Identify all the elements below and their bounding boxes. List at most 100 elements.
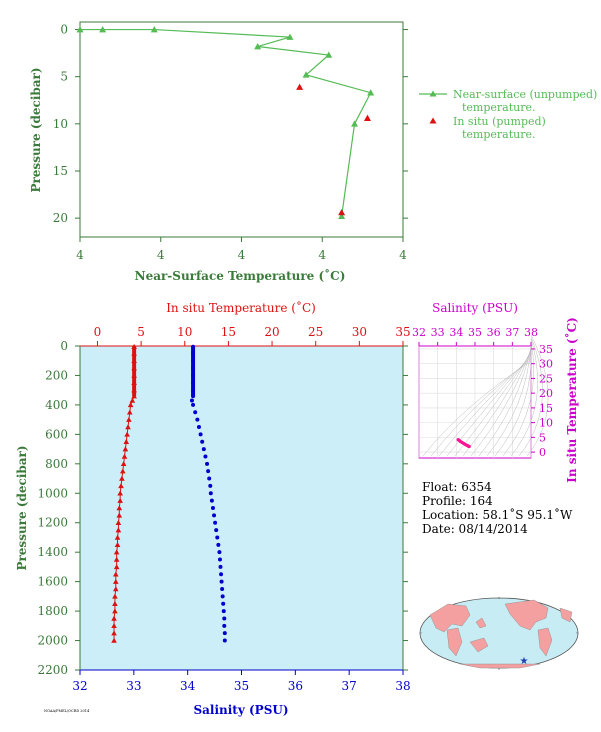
in-situ-temperature-profile-point bbox=[115, 527, 122, 533]
near-surface-chart: 0 5 10 15 20 4 4 4 4 4 Near-Surface Temperature … bbox=[29, 21, 597, 283]
salinity-profile-point bbox=[196, 425, 201, 429]
map-land bbox=[429, 599, 573, 669]
ts-x-tick-label: 38 bbox=[524, 326, 538, 339]
near-surface-x-axis-label: Near-Surface Temperature (˚C) bbox=[135, 268, 346, 283]
salinity-profile-point bbox=[216, 542, 221, 547]
in-situ-temperature-point bbox=[338, 208, 346, 216]
salinity-profile-point bbox=[220, 587, 225, 591]
profile-number: Profile: 164 bbox=[422, 494, 493, 508]
profile-y-tick-label: 800 bbox=[45, 457, 68, 471]
ts-grid bbox=[418, 334, 549, 458]
salinity-profile-point bbox=[193, 410, 198, 415]
profile-bottom-axis-label: Salinity (PSU) bbox=[193, 703, 288, 717]
near-surface-temperature-line bbox=[80, 28, 372, 217]
salinity-profile-point bbox=[207, 476, 212, 481]
near-surface-legend: Near-surface (unpumped) temperature. In s… bbox=[419, 88, 597, 141]
in-situ-temperature-profile-point bbox=[111, 615, 117, 621]
salinity-profile-point bbox=[221, 609, 226, 614]
profile-bottom-x-tick-label: 33 bbox=[126, 679, 141, 693]
in-situ-temperature-point bbox=[296, 83, 304, 90]
profile-date: Date: 08/14/2014 bbox=[422, 522, 528, 536]
profile-y-tick-label: 600 bbox=[45, 427, 68, 441]
ts-marks bbox=[456, 438, 471, 449]
ts-x-tick-label: 34 bbox=[449, 326, 463, 339]
near-surface-temperature-point bbox=[76, 26, 84, 33]
near-surface-temperature-point bbox=[99, 26, 107, 33]
salinity-profile-point bbox=[217, 557, 222, 562]
profile-top-x-tick-label: 0 bbox=[94, 325, 102, 339]
near-surface-temperature-point bbox=[254, 43, 262, 50]
salinity-profile-point bbox=[201, 447, 206, 452]
salinity-profile-point bbox=[218, 564, 223, 569]
near-surface-y-tick-label: 15 bbox=[53, 164, 68, 178]
salinity-profile-point bbox=[189, 398, 194, 403]
profile-bottom-x-tick-label: 38 bbox=[395, 679, 410, 693]
profile-y-tick-label: 1600 bbox=[37, 575, 68, 589]
profile-top-axis-label: In situ Temperature (˚C) bbox=[166, 300, 316, 315]
profile-top-x-ticks: 0 5 10 15 20 25 30 35 bbox=[94, 325, 411, 346]
in-situ-temperature-profile-point bbox=[111, 630, 117, 636]
legend-marker-near-surface bbox=[429, 90, 437, 97]
float-id: Float: 6354 bbox=[422, 480, 492, 494]
legend-marker-in-situ bbox=[429, 117, 437, 124]
in-situ-temperature-profile-point bbox=[124, 431, 130, 437]
near-surface-x-tick-label: 4 bbox=[76, 248, 84, 262]
ts-density-contour bbox=[518, 336, 543, 457]
in-situ-temperature-profile-point bbox=[114, 534, 121, 540]
in-situ-temperature-profile-point bbox=[116, 505, 123, 511]
ts-x-tick-label: 35 bbox=[468, 326, 482, 339]
salinity-profile-point bbox=[222, 623, 227, 628]
near-surface-temperature-point bbox=[150, 26, 158, 33]
profile-marks bbox=[111, 343, 227, 643]
salinity-profile-point bbox=[222, 638, 227, 643]
ts-x-tick-label: 32 bbox=[412, 326, 426, 339]
in-situ-temperature-profile-point bbox=[116, 512, 123, 518]
salinity-profile-point bbox=[217, 550, 222, 555]
ts-y-tick-label: 5 bbox=[539, 431, 546, 444]
near-surface-temperature-point bbox=[367, 89, 375, 96]
ts-density-contour bbox=[470, 348, 532, 457]
ts-point bbox=[467, 444, 471, 449]
ts-density-contour bbox=[486, 344, 532, 457]
profile-y-tick-label: 2000 bbox=[37, 634, 68, 648]
salinity-profile-point bbox=[221, 601, 226, 606]
salinity-profile-point bbox=[214, 528, 219, 533]
profile-bottom-x-tick-label: 37 bbox=[342, 679, 357, 693]
profile-y-tick-label: 200 bbox=[45, 368, 68, 382]
near-surface-y-tick-label: 0 bbox=[60, 23, 68, 37]
float-info-panel: Float: 6354 Profile: 164 Location: 58.1˚… bbox=[422, 480, 572, 536]
salinity-profile-point bbox=[222, 631, 227, 636]
salinity-profile-point bbox=[212, 513, 217, 518]
near-surface-temperature-point bbox=[286, 33, 294, 40]
in-situ-temperature-profile-point bbox=[112, 571, 119, 577]
in-situ-temperature-profile-point bbox=[126, 409, 133, 415]
in-situ-temperature-profile-point bbox=[113, 556, 120, 562]
in-situ-temperature-profile-point bbox=[125, 424, 131, 430]
profile-y-axis-label: Pressure (decibar) bbox=[15, 445, 29, 570]
near-surface-marks bbox=[76, 26, 375, 220]
salinity-profile-point bbox=[210, 506, 215, 510]
near-surface-x-ticks: 4 4 4 4 4 bbox=[76, 237, 407, 262]
near-surface-x-tick-label: 4 bbox=[399, 248, 407, 262]
in-situ-temperature-profile-point bbox=[121, 453, 128, 459]
ts-x-tick-label: 33 bbox=[431, 326, 445, 339]
in-situ-temperature-profile-point bbox=[112, 586, 119, 592]
profile-y-tick-label: 1000 bbox=[37, 486, 68, 500]
in-situ-temperature-profile-point bbox=[112, 578, 119, 584]
ts-density-contour bbox=[526, 334, 549, 457]
salinity-profile-point bbox=[219, 579, 224, 584]
ts-x-tick-label: 36 bbox=[487, 326, 501, 339]
in-situ-temperature-profile-point bbox=[113, 549, 120, 555]
near-surface-y-tick-label: 10 bbox=[53, 117, 68, 131]
in-situ-temperature-profile-point bbox=[119, 475, 125, 481]
ts-y-axis-label: In situ Temperature (˚C) bbox=[564, 317, 579, 483]
profile-top-x-tick-label: 25 bbox=[308, 325, 323, 339]
ts-density-contour bbox=[502, 340, 534, 457]
profile-top-x-tick-label: 10 bbox=[177, 325, 192, 339]
ts-y-tick-label: 10 bbox=[539, 417, 553, 430]
in-situ-temperature-profile-point bbox=[111, 637, 117, 643]
in-situ-temperature-profile-point bbox=[126, 416, 132, 422]
ts-y-tick-label: 35 bbox=[539, 343, 553, 356]
